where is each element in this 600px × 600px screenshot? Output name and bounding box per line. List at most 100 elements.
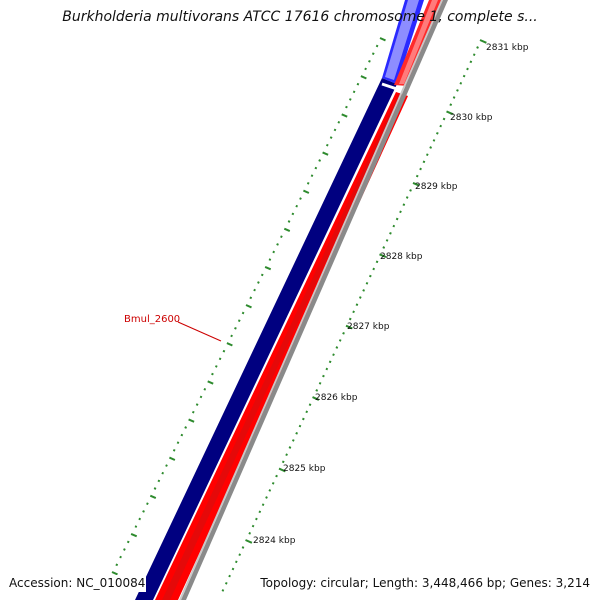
reverse-strand-highlight-core [385, 0, 419, 80]
minor-tick [305, 410, 309, 414]
minor-tick [318, 159, 321, 162]
genome-summary: Topology: circular; Length: 3,448,466 bp… [259, 575, 590, 592]
minor-tick [285, 453, 288, 457]
backbone-shadow [179, 0, 443, 600]
minor-tick [348, 98, 352, 101]
backbone-line [181, 0, 448, 600]
major-tick [226, 342, 233, 347]
minor-tick [436, 131, 439, 135]
scale-tick-label: 2827 kbp [347, 322, 390, 332]
minor-tick [295, 204, 299, 208]
outer-tick-row [111, 37, 386, 576]
minor-tick [476, 46, 479, 49]
minor-tick [369, 274, 372, 278]
minor-tick [306, 181, 310, 185]
minor-tick [385, 239, 389, 242]
minor-tick [268, 258, 272, 261]
minor-tick [248, 531, 252, 535]
scale-tick-label: 2831 kbp [486, 43, 529, 53]
minor-tick [333, 128, 337, 132]
minor-tick [251, 524, 255, 528]
gene-label-leader [177, 321, 222, 342]
major-tick [111, 571, 118, 576]
reverse-strand-feature[interactable] [135, 78, 397, 600]
minor-tick [176, 441, 180, 445]
minor-tick [276, 243, 279, 246]
minor-tick [214, 365, 218, 368]
minor-tick [389, 231, 392, 235]
minor-tick [153, 487, 157, 490]
minor-tick [325, 143, 329, 147]
minor-tick [395, 217, 399, 221]
minor-tick [337, 120, 341, 124]
feature-boundary-marker [381, 82, 401, 92]
major-tick [322, 151, 329, 156]
minor-tick [365, 281, 369, 285]
major-tick [341, 113, 348, 118]
minor-tick [459, 81, 463, 85]
minor-tick [402, 203, 406, 207]
minor-tick [261, 503, 265, 507]
minor-tick [291, 212, 295, 216]
forward-strand-track [155, 0, 443, 600]
minor-tick [230, 334, 233, 338]
scale-tick-label: 2829 kbp [415, 182, 458, 192]
gene-label[interactable]: Bmul_2600 [124, 314, 180, 325]
minor-tick [335, 346, 339, 349]
minor-tick [265, 496, 268, 499]
minor-tick [429, 146, 432, 149]
minor-tick [308, 403, 312, 407]
major-tick [169, 456, 176, 461]
minor-tick [419, 167, 422, 171]
minor-tick [456, 89, 459, 92]
minor-tick [161, 471, 165, 475]
minor-tick [142, 510, 145, 513]
minor-tick [203, 387, 207, 391]
minor-tick [318, 381, 322, 385]
minor-tick [275, 474, 278, 478]
minor-tick [452, 96, 456, 99]
minor-tick [234, 326, 237, 330]
scale-tick-label: 2824 kbp [253, 536, 296, 546]
minor-tick [322, 374, 325, 378]
minor-tick [184, 426, 187, 429]
minor-tick [172, 448, 176, 452]
major-tick [130, 532, 138, 538]
minor-tick [231, 567, 235, 571]
minor-tick [146, 502, 149, 506]
minor-tick [281, 460, 285, 464]
minor-tick [260, 273, 264, 277]
minor-tick [375, 260, 379, 264]
minor-tick [180, 433, 184, 437]
minor-tick [228, 574, 231, 578]
major-tick [360, 75, 367, 80]
minor-tick [466, 67, 469, 71]
minor-tick [302, 417, 305, 421]
minor-tick [234, 560, 238, 564]
minor-tick [348, 317, 352, 321]
major-tick [283, 227, 291, 233]
minor-tick [399, 210, 402, 214]
minor-tick [352, 310, 355, 314]
major-tick [412, 181, 420, 187]
minor-tick [372, 267, 376, 271]
minor-tick [257, 281, 260, 284]
minor-tick [358, 296, 362, 299]
minor-tick [329, 136, 333, 139]
minor-tick [325, 367, 329, 371]
minor-tick [425, 153, 429, 157]
minor-tick [157, 479, 161, 483]
minor-tick [287, 220, 291, 223]
minor-tick [338, 339, 342, 342]
forward-strand-highlight-core [399, 0, 438, 84]
minor-tick [315, 389, 319, 392]
map-title: Burkholderia multivorans ATCC 17616 chro… [62, 9, 538, 25]
major-tick [345, 324, 353, 330]
major-tick [379, 37, 386, 42]
minor-tick [462, 74, 466, 78]
minor-tick [442, 117, 446, 121]
major-tick [207, 380, 214, 385]
minor-tick [409, 189, 412, 192]
minor-tick [237, 319, 241, 323]
